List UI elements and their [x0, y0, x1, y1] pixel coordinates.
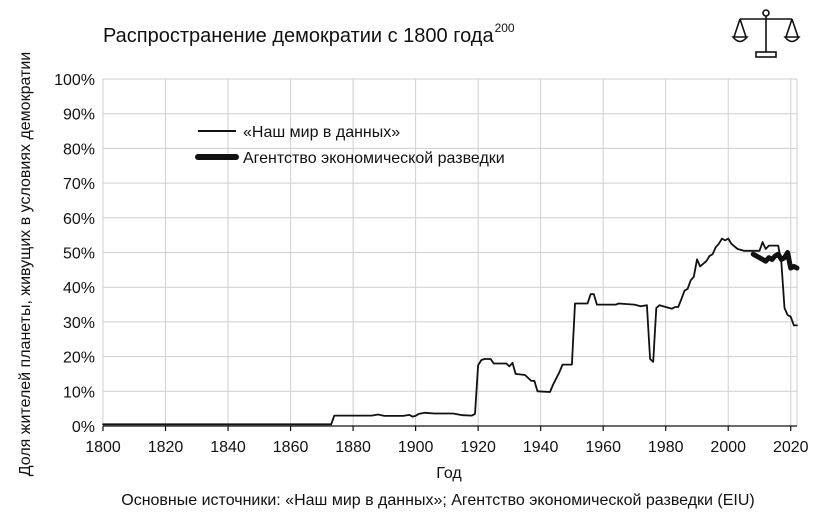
y-tick-label: 80%: [63, 141, 95, 158]
scales-icon: [731, 9, 801, 58]
chart-legend: «Наш мир в данных» Агентство экономическ…: [195, 124, 505, 167]
x-tick-label: 1900: [398, 439, 434, 456]
y-axis-ticks: 0% 10% 20% 30% 40% 50% 60% 70% 80% 90% 100%: [54, 72, 95, 436]
chart-title: Распространение демократии с 1800 года 2…: [103, 21, 515, 47]
y-tick-label: 0%: [72, 419, 95, 436]
x-tick-label: 1940: [523, 439, 559, 456]
y-tick-label: 100%: [54, 72, 95, 89]
y-tick-label: 30%: [63, 315, 95, 332]
x-tick-label: 1860: [273, 439, 309, 456]
x-tick-label: 1840: [210, 439, 246, 456]
x-tick-label: 1960: [585, 439, 621, 456]
x-tick-label: 1820: [148, 439, 184, 456]
y-tick-label: 60%: [63, 211, 95, 228]
chart-series: [102, 237, 800, 426]
x-tick-label: 2000: [710, 439, 746, 456]
y-tick-label: 50%: [63, 246, 95, 263]
chart-grid: [102, 78, 798, 427]
y-tick-label: 90%: [63, 107, 95, 124]
x-tick-label: 1980: [648, 439, 684, 456]
series-line-eiu: [750, 250, 800, 271]
y-tick-label: 10%: [63, 384, 95, 401]
legend-label-owid: «Наш мир в данных»: [243, 124, 400, 141]
source-note: Основные источники: «Наш мир в данных»; …: [121, 492, 755, 509]
y-tick-label: 20%: [63, 350, 95, 367]
y-axis-label: Доля жителей планеты, живущих в условиях…: [17, 52, 34, 476]
legend-label-eiu: Агентство экономической разведки: [243, 150, 505, 167]
y-tick-label: 40%: [63, 280, 95, 297]
x-tick-label: 1920: [460, 439, 496, 456]
chart-title-text: Распространение демократии с 1800 года: [103, 25, 494, 47]
chart-title-superscript: 200: [495, 21, 515, 35]
series-line-owid: [102, 237, 798, 426]
x-axis-label: Год: [436, 465, 462, 482]
x-tick-label: 1880: [335, 439, 371, 456]
y-tick-label: 70%: [63, 176, 95, 193]
x-tick-label: 2020: [773, 439, 809, 456]
x-tick-label: 1800: [85, 439, 121, 456]
x-axis-ticks: 1800 1820 1840 1860 1880 1900 1920 1940 1960 1980…: [85, 426, 809, 456]
